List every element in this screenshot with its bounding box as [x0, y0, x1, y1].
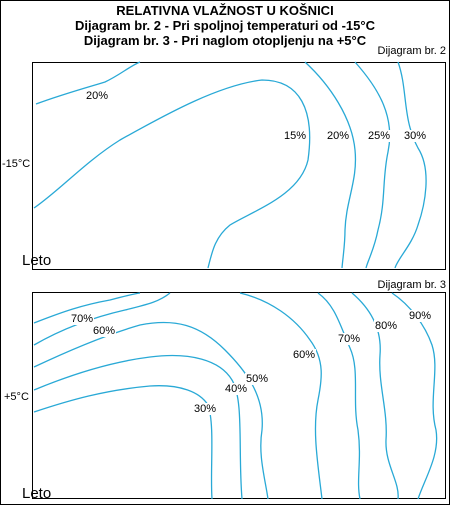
- contour-label-bottom-70-left: 70%: [70, 313, 95, 325]
- diagram-3-panel: [32, 292, 446, 499]
- contour-label-bottom-70-right: 70%: [337, 333, 362, 345]
- diagram-3-temperature-label: +5°C: [4, 391, 29, 403]
- diagram-2-temperature-label: -15°C: [2, 158, 31, 170]
- contour-label-bottom-80: 80%: [374, 320, 399, 332]
- contour-bottom-70-right: [317, 292, 361, 500]
- contour-label-top-25: 25%: [367, 130, 392, 142]
- subtitle-diagram-3: Dijagram br. 3 - Pri naglom otopljenju n…: [83, 33, 367, 48]
- contour-label-top-15: 15%: [283, 130, 308, 142]
- contour-label-bottom-60-right: 60%: [292, 349, 317, 361]
- contour-top-25: [354, 61, 391, 269]
- contour-bottom-50: [33, 321, 269, 500]
- contour-label-top-20-left: 20%: [85, 90, 110, 102]
- contour-top-15: [33, 79, 311, 269]
- contour-bottom-90: [391, 292, 438, 500]
- contour-bottom-40: [33, 354, 243, 500]
- contour-bottom-70-left: [33, 292, 141, 324]
- contour-top-30: [394, 61, 427, 269]
- diagram-2-leto-label: Leto: [22, 252, 52, 269]
- subtitle-diagram-2: Dijagram br. 2 - Pri spoljnoj temperatur…: [75, 18, 375, 33]
- title-block: RELATIVNA VLAŽNOST U KOŠNICI Dijagram br…: [0, 3, 450, 48]
- contour-bottom-60-right: [239, 292, 323, 500]
- contour-label-bottom-60-left: 60%: [92, 325, 117, 337]
- contour-top-20-left: [35, 61, 141, 105]
- contour-bottom-60-left: [33, 292, 171, 346]
- diagram-2-caption: Dijagram br. 2: [377, 45, 446, 57]
- diagram-3-caption: Dijagram br. 3: [377, 279, 446, 291]
- diagram-2-panel: [32, 62, 446, 270]
- contour-label-bottom-90: 90%: [408, 310, 433, 322]
- diagram-3-leto-label: Leto: [22, 485, 52, 502]
- contour-top-20-right: [304, 61, 357, 269]
- contour-label-top-30: 30%: [403, 130, 428, 142]
- main-title: RELATIVNA VLAŽNOST U KOŠNICI: [116, 3, 334, 18]
- contour-label-top-20-right: 20%: [326, 130, 351, 142]
- contour-label-bottom-50: 50%: [245, 373, 270, 385]
- contour-label-bottom-40: 40%: [224, 383, 249, 395]
- contour-bottom-30: [33, 385, 213, 500]
- contour-label-bottom-30: 30%: [193, 403, 218, 415]
